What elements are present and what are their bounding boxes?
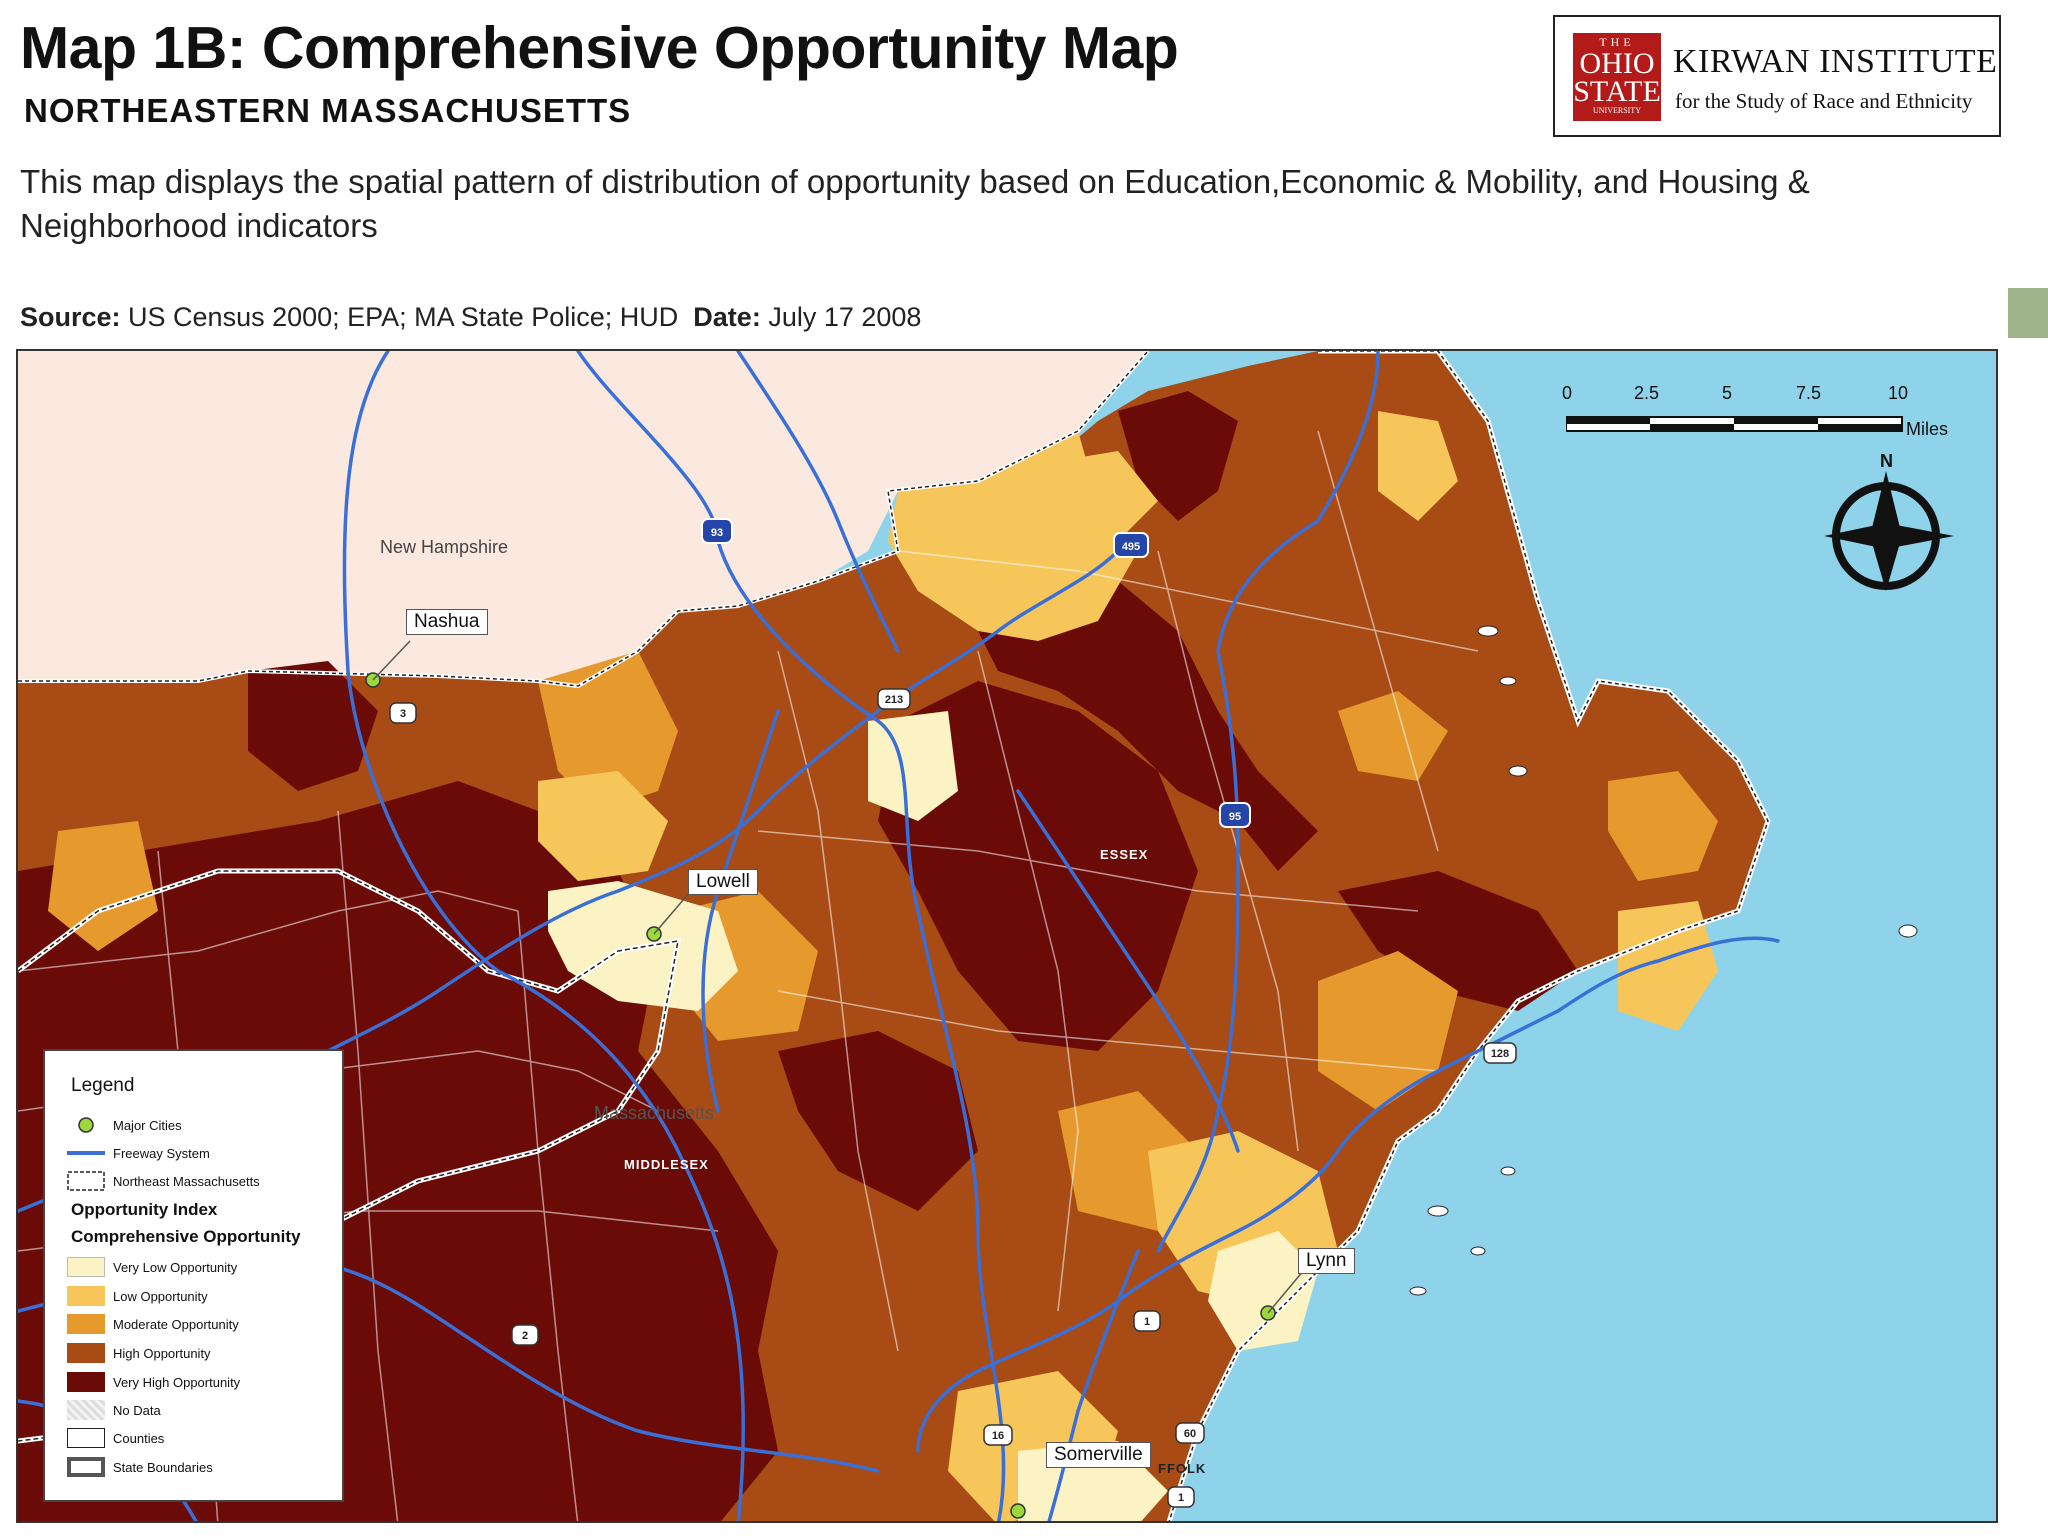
islands bbox=[1409, 625, 1918, 1296]
source-text: US Census 2000; EPA; MA State Police; HU… bbox=[120, 302, 679, 332]
source-label: Source: bbox=[20, 302, 121, 332]
city-dot-somerville bbox=[1010, 1503, 1026, 1519]
new-hampshire-region bbox=[18, 351, 1148, 686]
label-middlesex: MIDDLESEX bbox=[624, 1157, 709, 1172]
side-tab[interactable] bbox=[2008, 288, 2048, 338]
legend-title: Legend bbox=[71, 1075, 135, 1096]
svg-text:95: 95 bbox=[1229, 811, 1241, 823]
ohio-state-seal: THE OHIO STATE UNIVERSITY bbox=[1573, 33, 1661, 121]
very-high-zone-northwest bbox=[248, 661, 378, 791]
svg-text:495: 495 bbox=[1122, 541, 1140, 553]
kirwan-institute-logo: THE OHIO STATE UNIVERSITY KIRWAN INSTITU… bbox=[1553, 15, 2001, 137]
city-label-nashua[interactable]: Nashua bbox=[406, 609, 488, 635]
scale-tick-10: 10 bbox=[1888, 383, 1909, 403]
date-text: July 17 2008 bbox=[760, 302, 922, 332]
swatch-moderate bbox=[67, 1314, 105, 1334]
swatch-high bbox=[67, 1343, 105, 1363]
swatch-very-low bbox=[67, 1257, 105, 1277]
route-shield-1: 1 bbox=[1133, 1310, 1161, 1332]
city-label-somerville[interactable]: Somerville bbox=[1046, 1442, 1151, 1468]
very-high-zone-east bbox=[1338, 871, 1578, 1011]
city-label-lynn[interactable]: Lynn bbox=[1298, 1248, 1355, 1274]
region-boundary-icon bbox=[67, 1171, 105, 1191]
label-suffolk: FFOLK bbox=[1158, 1461, 1207, 1476]
route-shield-1-south: 1 bbox=[1167, 1486, 1195, 1508]
map-legend: Legend Major Cities Freeway System North… bbox=[43, 1049, 344, 1502]
logo-institute-subtitle: for the Study of Race and Ethnicity bbox=[1675, 89, 1973, 113]
route-shield-213: 213 bbox=[877, 688, 911, 710]
svg-text:1: 1 bbox=[1178, 1492, 1184, 1504]
route-shield-3: 3 bbox=[389, 702, 417, 724]
route-shield-95: 95 bbox=[1219, 802, 1251, 828]
legend-index-subtitle: Comprehensive Opportunity bbox=[71, 1227, 301, 1246]
logo-institute-name: KIRWAN INSTITUTE bbox=[1673, 43, 1998, 80]
moderate-zone-g bbox=[1338, 691, 1448, 781]
map-title: Map 1B: Comprehensive Opportunity Map bbox=[20, 15, 1179, 81]
svg-text:16: 16 bbox=[992, 1430, 1004, 1442]
freeway-icon bbox=[67, 1151, 105, 1155]
source-line: Source: US Census 2000; EPA; MA State Po… bbox=[20, 302, 921, 333]
moderate-zone-e bbox=[48, 821, 158, 951]
low-zone-lowell-ring bbox=[538, 771, 668, 881]
major-city-icon bbox=[78, 1117, 94, 1133]
svg-text:1: 1 bbox=[1144, 1316, 1150, 1328]
label-essex: ESSEX bbox=[1100, 847, 1149, 862]
date-label: Date: bbox=[693, 302, 761, 332]
very-low-zone-lynn bbox=[1208, 1231, 1318, 1351]
low-zone-coast-north bbox=[1378, 411, 1458, 521]
very-high-zone-central bbox=[878, 681, 1198, 1051]
moderate-zone-d bbox=[1608, 771, 1718, 881]
scale-tick-7-5: 7.5 bbox=[1796, 383, 1822, 403]
legend-index-title: Opportunity Index bbox=[71, 1200, 218, 1219]
label-new-hampshire: New Hampshire bbox=[380, 537, 509, 557]
scale-unit: Miles bbox=[1906, 419, 1949, 439]
moderate-zone-c bbox=[1318, 951, 1458, 1111]
opportunity-map[interactable]: 93 495 213 3 95 128 2 1 60 16 1 New Hamp… bbox=[16, 349, 1998, 1523]
svg-text:213: 213 bbox=[885, 694, 903, 706]
city-label-lowell[interactable]: Lowell bbox=[688, 869, 758, 895]
moderate-zone-a bbox=[538, 651, 678, 811]
svg-text:93: 93 bbox=[711, 527, 723, 539]
swatch-state-boundaries bbox=[67, 1457, 105, 1477]
route-shield-93: 93 bbox=[701, 518, 733, 544]
compass-north-label: N bbox=[1880, 451, 1893, 471]
map-subtitle: NORTHEASTERN MASSACHUSETTS bbox=[24, 92, 632, 129]
route-shield-16: 16 bbox=[983, 1424, 1013, 1446]
very-high-zone-south bbox=[778, 1031, 978, 1211]
scale-bar: 0 2.5 5 7.5 10 Miles bbox=[1552, 383, 1972, 443]
map-description: This map displays the spatial pattern of… bbox=[20, 163, 1810, 244]
very-low-zone-lawrence bbox=[868, 711, 958, 821]
svg-text:128: 128 bbox=[1491, 1048, 1509, 1060]
swatch-no-data bbox=[67, 1400, 105, 1420]
scale-bar-graphic bbox=[1566, 416, 1903, 432]
svg-text:60: 60 bbox=[1184, 1428, 1196, 1440]
scale-tick-2-5: 2.5 bbox=[1634, 383, 1660, 403]
route-shield-2: 2 bbox=[511, 1324, 539, 1346]
map-canvas: 93 495 213 3 95 128 2 1 60 16 1 bbox=[18, 351, 1918, 1521]
swatch-low bbox=[67, 1286, 105, 1306]
compass-icon bbox=[1824, 471, 1954, 591]
north-arrow-compass: N bbox=[1814, 451, 1964, 611]
svg-text:3: 3 bbox=[400, 708, 406, 720]
route-shields: 93 495 213 3 95 128 2 1 60 16 1 bbox=[389, 518, 1517, 1508]
route-shield-128: 128 bbox=[1483, 1042, 1517, 1064]
route-shield-495: 495 bbox=[1113, 532, 1149, 558]
low-zone-north bbox=[1058, 451, 1158, 541]
low-zone-east-coast bbox=[1618, 901, 1718, 1031]
scale-tick-0: 0 bbox=[1562, 383, 1573, 403]
swatch-very-high bbox=[67, 1372, 105, 1392]
swatch-counties bbox=[67, 1428, 105, 1448]
route-shield-60: 60 bbox=[1175, 1422, 1205, 1444]
label-massachusetts: Massachusetts bbox=[594, 1103, 715, 1123]
scale-tick-5: 5 bbox=[1722, 383, 1733, 403]
svg-text:2: 2 bbox=[522, 1330, 528, 1342]
